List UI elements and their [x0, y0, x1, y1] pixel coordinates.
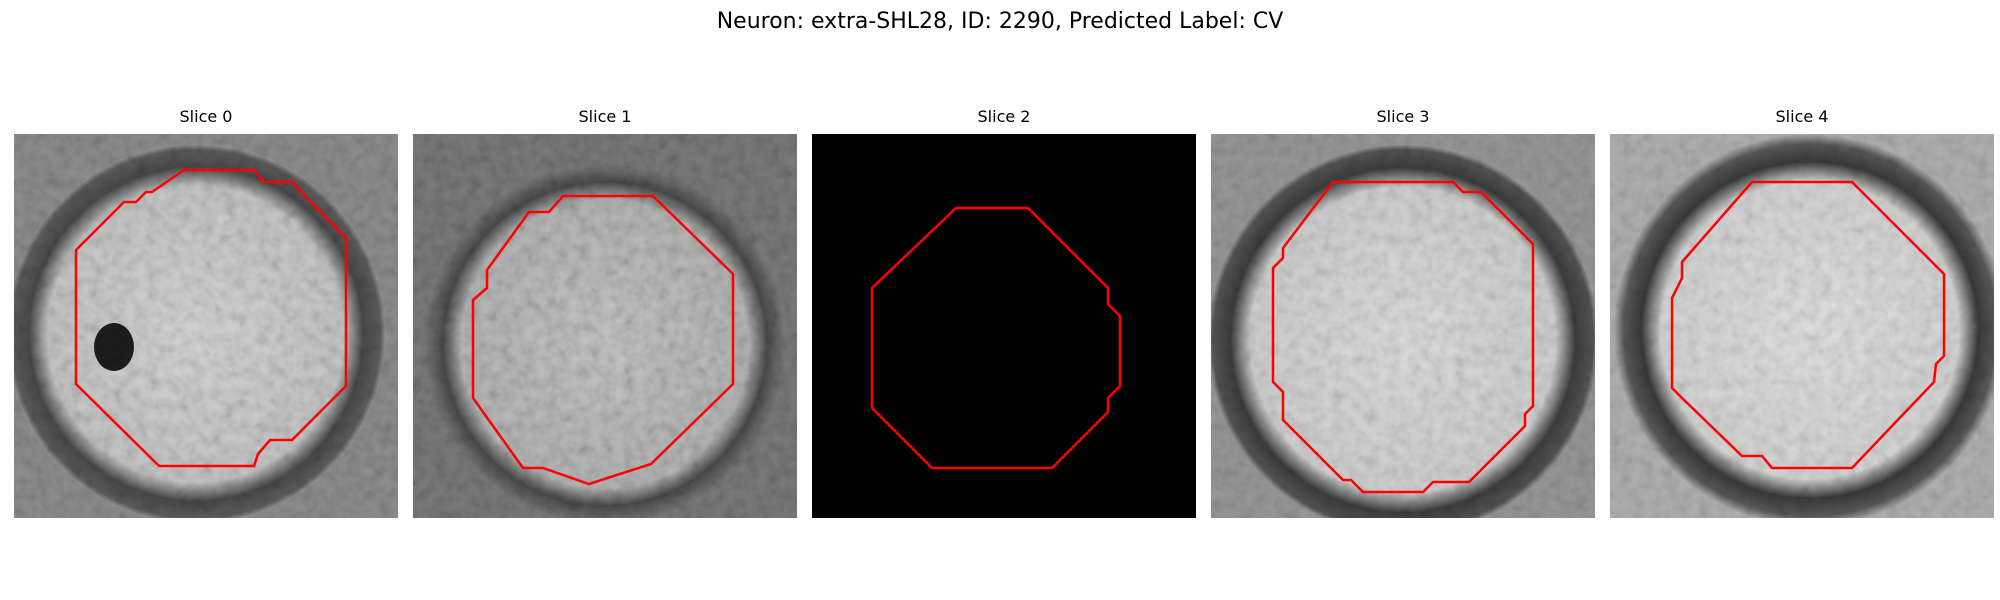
- slice-image-2: [812, 134, 1196, 518]
- slice-title: Slice 2: [977, 107, 1031, 126]
- slice-panel-2: Slice 2: [812, 106, 1196, 520]
- slice-title: Slice 4: [1775, 107, 1829, 126]
- segmentation-outline: [870, 206, 1122, 470]
- slice-panel-1: Slice 1: [413, 106, 797, 520]
- slice-panel-0: Slice 0: [14, 106, 398, 520]
- segmentation-outline: [471, 194, 735, 486]
- slice-title: Slice 3: [1376, 107, 1430, 126]
- slice-panel-3: Slice 3: [1211, 106, 1595, 520]
- slice-image-4: [1610, 134, 1994, 518]
- slice-image-3: [1211, 134, 1595, 518]
- slice-image-1: [413, 134, 797, 518]
- segmentation-outline: [1271, 180, 1535, 494]
- figure-title: Neuron: extra-SHL28, ID: 2290, Predicted…: [716, 9, 1284, 34]
- segmentation-outline: [74, 168, 348, 468]
- slice-image-0: [14, 134, 398, 518]
- slice-title: Slice 0: [179, 107, 233, 126]
- slice-panel-4: Slice 4: [1610, 106, 1994, 520]
- slice-title: Slice 1: [578, 107, 632, 126]
- segmentation-outline: [1670, 180, 1946, 470]
